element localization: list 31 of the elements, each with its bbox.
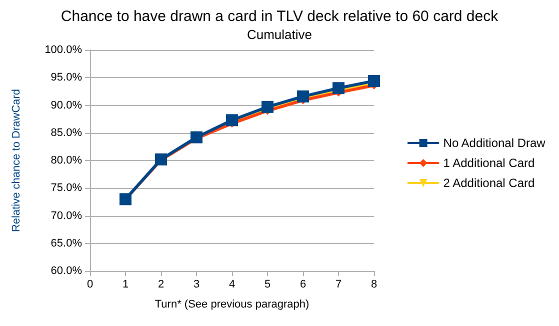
x-axis-title: Turn* (See previous paragraph) bbox=[154, 298, 310, 310]
x-tick-label: 6 bbox=[300, 278, 306, 290]
x-tick-label: 3 bbox=[193, 278, 200, 290]
x-tick-label: 7 bbox=[335, 278, 342, 290]
x-tick-label: 5 bbox=[264, 278, 271, 290]
y-tick-label: 60.0% bbox=[50, 265, 82, 277]
y-tick-label: 100.0% bbox=[44, 44, 82, 56]
y-tick-label: 85.0% bbox=[50, 126, 82, 139]
point bbox=[226, 114, 238, 126]
y-tick-label: 70.0% bbox=[50, 210, 82, 222]
y-axis-title: Relative chance to DrawCard bbox=[10, 88, 22, 232]
chart-title: Chance to have drawn a card in TLV deck relative to 60 card deck bbox=[60, 8, 499, 25]
y-tick-label: 80.0% bbox=[50, 154, 82, 166]
point bbox=[368, 74, 380, 87]
x-tick-label: 2 bbox=[158, 278, 164, 290]
point bbox=[332, 82, 344, 94]
x-tick-label: 8 bbox=[370, 278, 378, 290]
y-tick-label: 95.0% bbox=[50, 72, 82, 84]
x-tick-label: 0 bbox=[86, 278, 94, 290]
point bbox=[262, 100, 274, 113]
point bbox=[155, 153, 167, 166]
x-tick-label: 1 bbox=[122, 278, 129, 290]
legend-label: 1 Additional Card bbox=[443, 156, 535, 170]
legend-label: 2 Additional Card bbox=[443, 176, 535, 190]
y-tick-label: 65.0% bbox=[50, 237, 82, 250]
y-tick-label: 75.0% bbox=[50, 182, 82, 194]
point bbox=[297, 90, 309, 102]
x-tick-label: 4 bbox=[228, 278, 236, 290]
y-tick-label: 90.0% bbox=[50, 99, 82, 112]
chart-subtitle: Cumulative bbox=[246, 27, 312, 42]
legend-label: No Additional Draw bbox=[443, 136, 546, 150]
